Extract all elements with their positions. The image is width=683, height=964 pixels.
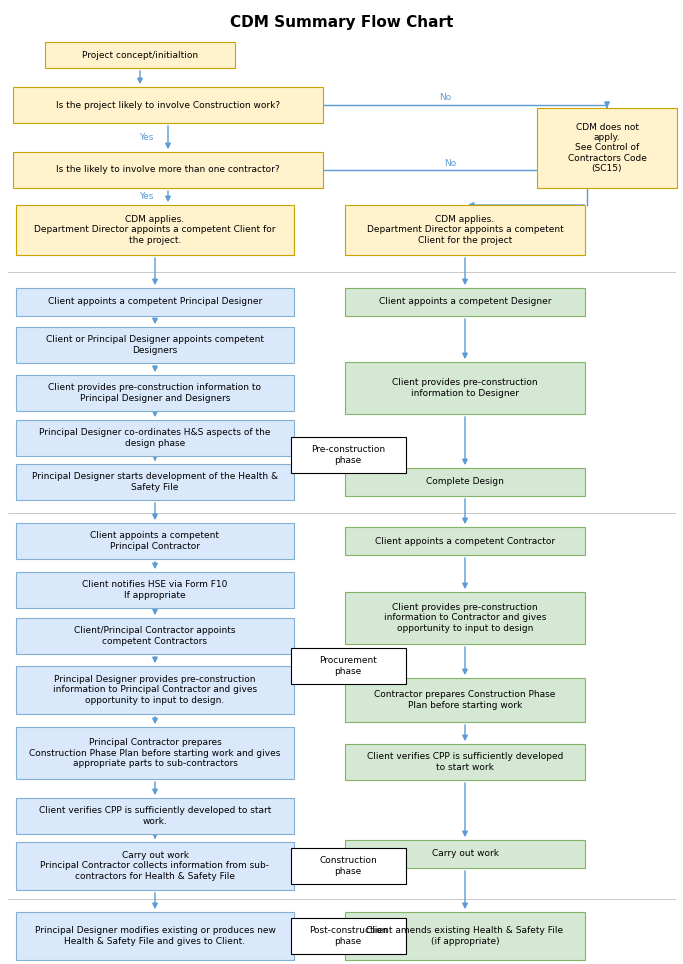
FancyBboxPatch shape xyxy=(16,727,294,779)
Text: Client provides pre-construction information to
Principal Designer and Designers: Client provides pre-construction informa… xyxy=(48,384,262,403)
FancyBboxPatch shape xyxy=(16,327,294,363)
FancyBboxPatch shape xyxy=(16,464,294,500)
FancyBboxPatch shape xyxy=(16,523,294,559)
Text: Principal Designer provides pre-construction
information to Principal Contractor: Principal Designer provides pre-construc… xyxy=(53,675,257,705)
FancyBboxPatch shape xyxy=(16,288,294,316)
FancyBboxPatch shape xyxy=(16,618,294,654)
Text: CDM Summary Flow Chart: CDM Summary Flow Chart xyxy=(229,14,454,30)
FancyBboxPatch shape xyxy=(16,375,294,411)
Text: CDM applies.
Department Director appoints a competent Client for
the project.: CDM applies. Department Director appoint… xyxy=(34,215,276,245)
Text: Client amends existing Health & Safety File
(if appropriate): Client amends existing Health & Safety F… xyxy=(367,926,563,946)
Text: Procurement
phase: Procurement phase xyxy=(319,656,377,676)
FancyBboxPatch shape xyxy=(290,437,406,473)
Text: Client verifies CPP is sufficiently developed
to start work: Client verifies CPP is sufficiently deve… xyxy=(367,752,563,772)
FancyBboxPatch shape xyxy=(16,666,294,714)
FancyBboxPatch shape xyxy=(345,912,585,960)
Text: No: No xyxy=(439,94,451,102)
Text: Principal Designer starts development of the Health &
Safety File: Principal Designer starts development of… xyxy=(32,472,278,492)
Text: Contractor prepares Construction Phase
Plan before starting work: Contractor prepares Construction Phase P… xyxy=(374,690,556,710)
Text: Client provides pre-construction
information to Contractor and gives
opportunity: Client provides pre-construction informa… xyxy=(384,603,546,633)
FancyBboxPatch shape xyxy=(16,420,294,456)
FancyBboxPatch shape xyxy=(345,205,585,255)
Text: Principal Designer modifies existing or produces new
Health & Safety File and gi: Principal Designer modifies existing or … xyxy=(35,926,275,946)
Text: Client appoints a competent
Principal Contractor: Client appoints a competent Principal Co… xyxy=(91,531,219,550)
Text: No: No xyxy=(444,158,456,168)
Text: Is the project likely to involve Construction work?: Is the project likely to involve Constru… xyxy=(56,100,280,110)
FancyBboxPatch shape xyxy=(290,918,406,954)
FancyBboxPatch shape xyxy=(345,840,585,868)
Text: Pre-construction
phase: Pre-construction phase xyxy=(311,445,385,465)
FancyBboxPatch shape xyxy=(345,362,585,414)
FancyBboxPatch shape xyxy=(13,87,323,123)
Text: Client notifies HSE via Form F10
If appropriate: Client notifies HSE via Form F10 If appr… xyxy=(83,580,227,600)
Text: CDM does not
apply.
See Control of
Contractors Code
(SC15): CDM does not apply. See Control of Contr… xyxy=(568,122,646,174)
Text: Construction
phase: Construction phase xyxy=(319,856,377,875)
Text: Client or Principal Designer appoints competent
Designers: Client or Principal Designer appoints co… xyxy=(46,335,264,355)
FancyBboxPatch shape xyxy=(345,288,585,316)
FancyBboxPatch shape xyxy=(345,592,585,644)
FancyBboxPatch shape xyxy=(16,205,294,255)
Text: CDM applies.
Department Director appoints a competent
Client for the project: CDM applies. Department Director appoint… xyxy=(367,215,563,245)
FancyBboxPatch shape xyxy=(537,108,677,188)
Text: Is the likely to involve more than one contractor?: Is the likely to involve more than one c… xyxy=(56,166,280,174)
Text: Client appoints a competent Contractor: Client appoints a competent Contractor xyxy=(375,537,555,546)
FancyBboxPatch shape xyxy=(345,468,585,496)
Text: Principal Contractor prepares
Construction Phase Plan before starting work and g: Principal Contractor prepares Constructi… xyxy=(29,738,281,768)
Text: Client appoints a competent Principal Designer: Client appoints a competent Principal De… xyxy=(48,298,262,307)
Text: Client/Principal Contractor appoints
competent Contractors: Client/Principal Contractor appoints com… xyxy=(74,627,236,646)
FancyBboxPatch shape xyxy=(16,842,294,890)
Text: Client verifies CPP is sufficiently developed to start
work.: Client verifies CPP is sufficiently deve… xyxy=(39,806,271,826)
FancyBboxPatch shape xyxy=(290,648,406,684)
Text: Yes: Yes xyxy=(139,133,153,142)
FancyBboxPatch shape xyxy=(290,848,406,884)
FancyBboxPatch shape xyxy=(16,798,294,834)
FancyBboxPatch shape xyxy=(45,42,235,68)
Text: Post-construction
phase: Post-construction phase xyxy=(309,926,387,946)
FancyBboxPatch shape xyxy=(345,527,585,555)
Text: Complete Design: Complete Design xyxy=(426,477,504,487)
FancyBboxPatch shape xyxy=(345,678,585,722)
FancyBboxPatch shape xyxy=(345,744,585,780)
FancyBboxPatch shape xyxy=(16,572,294,608)
FancyBboxPatch shape xyxy=(16,912,294,960)
Text: Carry out work
Principal Contractor collects information from sub-
contractors f: Carry out work Principal Contractor coll… xyxy=(40,851,270,881)
Text: Project concept/initialtion: Project concept/initialtion xyxy=(82,50,198,60)
Text: Client provides pre-construction
information to Designer: Client provides pre-construction informa… xyxy=(392,378,538,398)
FancyBboxPatch shape xyxy=(13,152,323,188)
Text: Yes: Yes xyxy=(139,192,153,201)
Text: Principal Designer co-ordinates H&S aspects of the
design phase: Principal Designer co-ordinates H&S aspe… xyxy=(39,428,270,447)
Text: Carry out work: Carry out work xyxy=(432,849,499,859)
Text: Client appoints a competent Designer: Client appoints a competent Designer xyxy=(379,298,551,307)
